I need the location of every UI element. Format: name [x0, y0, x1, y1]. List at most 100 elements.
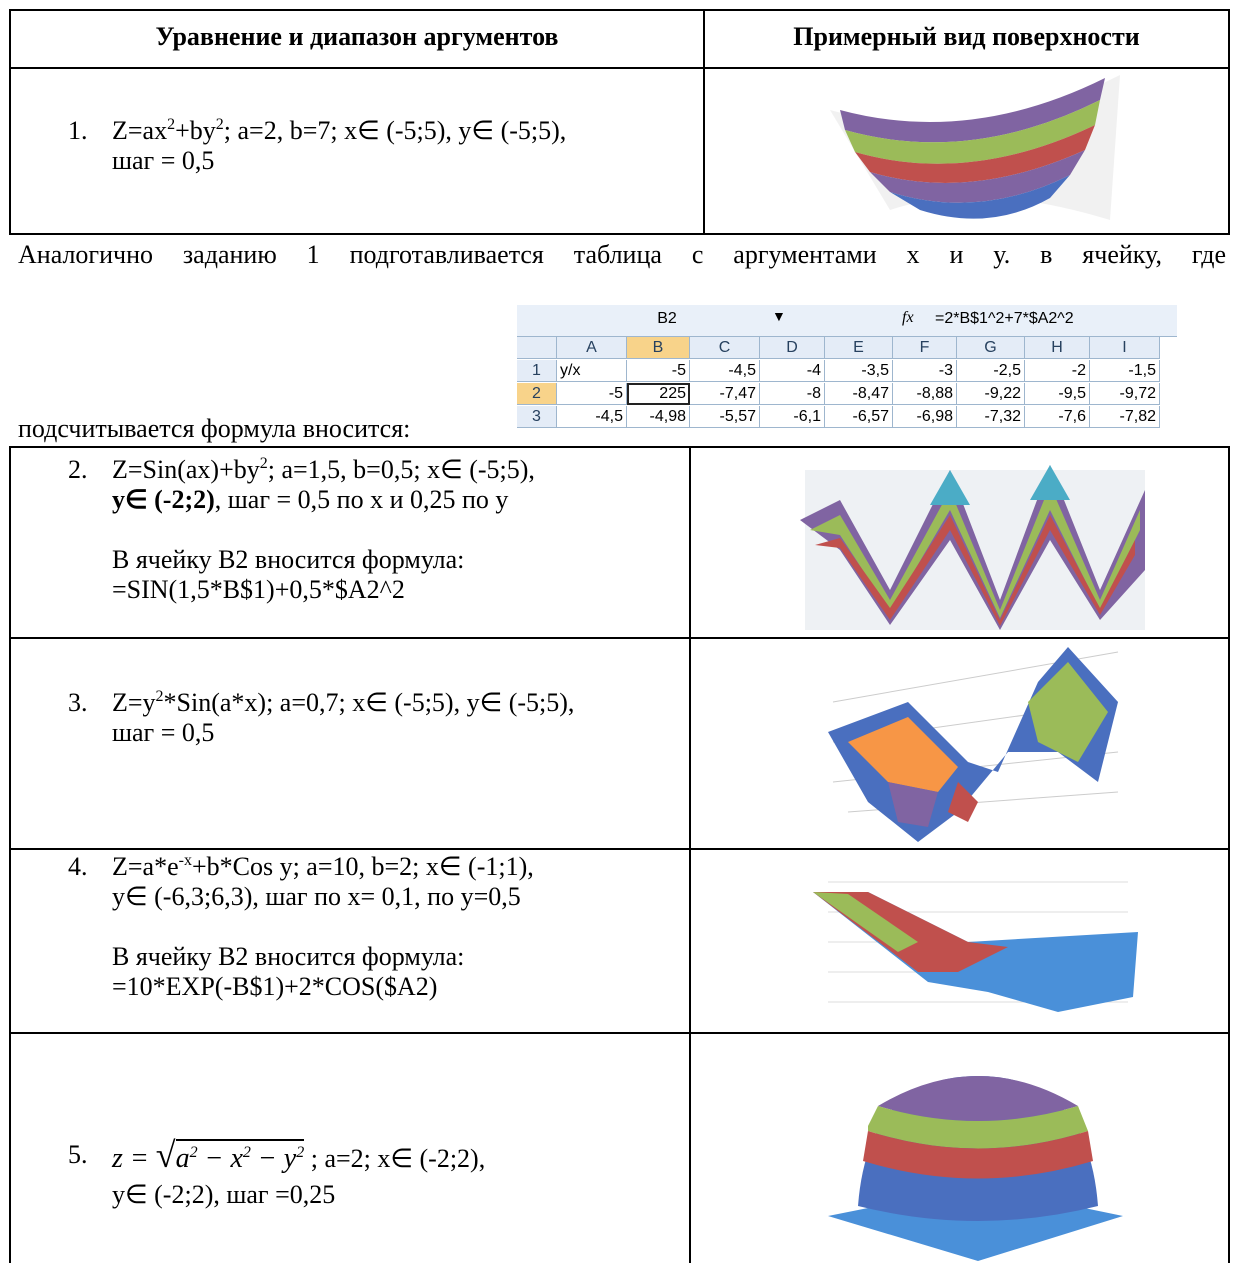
line: В ячейку В2 вносится формула:: [112, 545, 465, 574]
cell: -9,72: [1090, 383, 1160, 405]
border: [1228, 9, 1230, 235]
surface-image: [800, 465, 1145, 630]
cell: -5: [557, 383, 627, 405]
bold-range: y∈ (-2;2): [112, 485, 215, 514]
cell: -8,47: [825, 383, 893, 405]
column-header: D: [760, 337, 825, 359]
line: =SIN(1,5*B$1)+0,5*$A2^2: [112, 575, 405, 604]
cell: -5,57: [690, 406, 760, 428]
surface-image: [830, 75, 1120, 220]
sup: 2: [242, 1144, 251, 1161]
eq: − x: [197, 1143, 243, 1174]
item-number: 4.: [68, 852, 88, 881]
name-box: B2: [657, 310, 677, 327]
border: [10, 446, 1230, 448]
cell: -7,47: [690, 383, 760, 405]
column-header: G: [957, 337, 1025, 359]
cell: -8,88: [893, 383, 957, 405]
eq: Z=ax: [112, 116, 168, 145]
cell: -7,6: [1025, 406, 1090, 428]
sup: 2: [167, 116, 176, 133]
cell: -6,57: [825, 406, 893, 428]
cell: -2,5: [957, 360, 1025, 382]
item-number: 1.: [68, 116, 88, 145]
surface-image: [828, 1076, 1123, 1261]
border: [10, 1032, 1230, 1034]
cell: 225: [627, 383, 690, 405]
cell: -8: [760, 383, 825, 405]
cell: -9,5: [1025, 383, 1090, 405]
eq: ; a=2; x∈ (-2;2),: [304, 1144, 486, 1173]
formula-bar: [517, 305, 1177, 337]
eq: +by: [175, 116, 216, 145]
eq: *Sin(a*x); a=0,7; x∈ (-5;5), y∈ (-5;5),: [163, 688, 575, 717]
cell: -7,32: [957, 406, 1025, 428]
border: [10, 637, 1230, 639]
sup: 2: [259, 455, 268, 472]
column-header: E: [825, 337, 893, 359]
eq: − y: [250, 1143, 297, 1174]
cell: -6,1: [760, 406, 825, 428]
item-text: Z=y2*Sin(a*x); a=0,7; x∈ (-5;5), y∈ (-5;…: [112, 688, 574, 748]
item-number: 3.: [68, 688, 88, 717]
column-header: F: [893, 337, 957, 359]
row-header: 2: [517, 383, 557, 405]
line: В ячейку В2 вносится формула:: [112, 942, 465, 971]
column-header: B: [627, 337, 690, 359]
item-text: Z=ax2+by2; a=2, b=7; x∈ (-5;5), y∈ (-5;5…: [112, 116, 566, 176]
border: [10, 67, 1230, 69]
fx-label: fx: [902, 309, 914, 326]
border: [703, 9, 705, 235]
header-cell: Уравнение и диапазон аргументов: [155, 22, 559, 51]
item-text: Z=a*e-x+b*Cos y; a=10, b=2; x∈ (-1;1), y…: [112, 852, 534, 1002]
line: шаг = 0,5: [112, 146, 215, 175]
border: [10, 848, 1230, 850]
sup: 2: [296, 1144, 305, 1161]
sup: 2: [155, 688, 164, 705]
eq: Z=y: [112, 688, 156, 717]
header-cell: Примерный вид поверхности: [793, 22, 1140, 51]
surface-image: [828, 647, 1119, 842]
border: [10, 9, 1230, 11]
eq: ; a=1,5, b=0,5; x∈ (-5;5),: [267, 455, 535, 484]
item-text: Z=Sin(ax)+by2; a=1,5, b=0,5; x∈ (-5;5), …: [112, 455, 535, 605]
column-header: I: [1090, 337, 1160, 359]
eq: z =: [112, 1143, 156, 1174]
item-number: 2.: [68, 455, 88, 484]
note-text: подсчитывается формула вносится:: [18, 414, 411, 443]
column-header: A: [557, 337, 627, 359]
surface-image: [813, 881, 1138, 1012]
cell: -2: [1025, 360, 1090, 382]
dropdown: ▼: [772, 308, 786, 324]
border: [9, 446, 11, 1263]
line: , шаг = 0,5 по х и 0,25 по у: [214, 485, 509, 514]
corner-cell: [517, 337, 557, 359]
border: [689, 446, 691, 1263]
eq: Z=Sin(ax)+by: [112, 455, 260, 484]
cell: -4: [760, 360, 825, 382]
border: [9, 9, 11, 235]
cell: -1,5: [1090, 360, 1160, 382]
column-header: H: [1025, 337, 1090, 359]
sup: 2: [189, 1144, 198, 1161]
border: [10, 233, 1230, 235]
cell: -4,5: [557, 406, 627, 428]
line: =10*EXP(-B$1)+2*COS($A2): [112, 972, 438, 1001]
cell: -7,82: [1090, 406, 1160, 428]
sup: 2: [215, 116, 224, 133]
border: [1228, 446, 1230, 1263]
formula: =2*B$1^2+7*$A2^2: [935, 310, 1074, 327]
cell: -4,5: [690, 360, 760, 382]
eq: a: [175, 1143, 190, 1174]
note-text: Аналогично заданию 1 подготавливается та…: [18, 240, 1226, 269]
item-text: z = √a2 − x2 − y2 ; a=2; x∈ (-2;2), y∈ (…: [112, 1135, 486, 1209]
eq: +b*Cos y; a=10, b=2; x∈ (-1;1),: [191, 852, 534, 881]
cell: -3: [893, 360, 957, 382]
cell: -5: [627, 360, 690, 382]
cell: -4,98: [627, 406, 690, 428]
row-header: 1: [517, 360, 557, 382]
line: y∈ (-6,3;6,3), шаг по х= 0,1, по у=0,5: [112, 882, 521, 911]
sup: -x: [178, 852, 192, 869]
cell: y/x: [557, 360, 627, 382]
item-number: 5.: [68, 1140, 88, 1169]
